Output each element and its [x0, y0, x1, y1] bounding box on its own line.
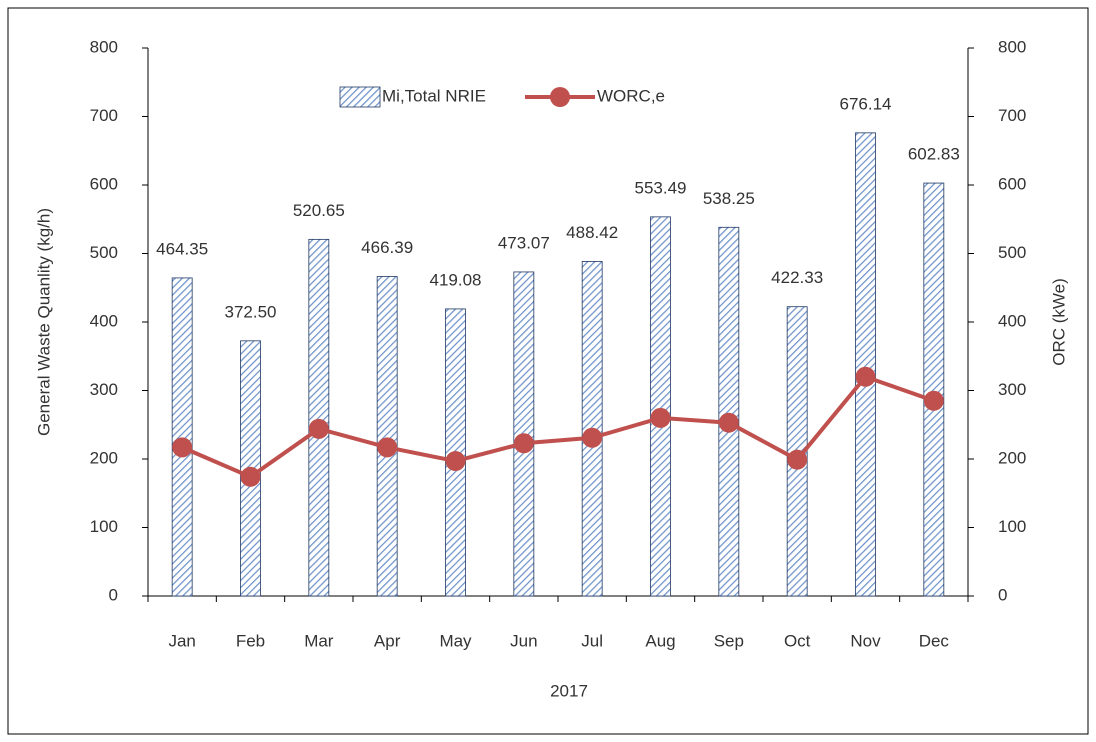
line-marker [445, 451, 466, 472]
bar [718, 226, 740, 597]
x-tick-label: Nov [850, 631, 881, 650]
bar [308, 238, 330, 597]
data-label: 602.83 [908, 145, 960, 164]
data-label: 553.49 [635, 178, 687, 197]
y2-tick-label: 500 [998, 243, 1026, 262]
legend-label: WORC,e [597, 86, 665, 105]
legend-label: Mi,Total NRIE [382, 86, 486, 105]
y-tick-label: 500 [90, 243, 118, 262]
x-axis-label: 2017 [550, 681, 588, 700]
line-marker [582, 427, 603, 448]
line-marker [240, 466, 261, 487]
legend-swatch-marker [550, 87, 570, 107]
y-tick-label: 700 [90, 106, 118, 125]
data-label: 676.14 [840, 94, 892, 113]
data-label: 473.07 [498, 233, 550, 252]
data-label: 488.42 [566, 223, 618, 242]
bar [650, 216, 671, 597]
data-label: 372.50 [225, 302, 277, 321]
y2-tick-label: 700 [998, 106, 1026, 125]
bar [171, 277, 193, 597]
line-marker [377, 437, 398, 458]
line-marker [923, 390, 944, 411]
bar [855, 132, 876, 597]
y2-tick-label: 200 [998, 448, 1026, 467]
y-tick-label: 0 [109, 585, 118, 604]
x-tick-label: Jun [510, 631, 537, 650]
x-tick-label: Sep [714, 631, 744, 650]
bar [923, 182, 945, 597]
legend-swatch [339, 86, 381, 108]
line-marker [787, 449, 808, 470]
y-tick-label: 200 [90, 448, 118, 467]
line-marker [650, 407, 671, 428]
y-tick-label: 600 [90, 174, 118, 193]
x-tick-label: Jul [581, 631, 603, 650]
y-tick-label: 400 [90, 311, 118, 330]
y2-tick-label: 800 [998, 37, 1026, 56]
data-label: 422.33 [771, 268, 823, 287]
x-tick-label: Aug [645, 631, 675, 650]
y-tick-label: 300 [90, 380, 118, 399]
data-label: 466.39 [361, 238, 413, 257]
x-tick-label: Jan [168, 631, 195, 650]
y2-tick-label: 600 [998, 174, 1026, 193]
y2-axis-label: ORC (kWe) [1049, 278, 1068, 366]
x-tick-label: Oct [784, 631, 811, 650]
data-label: 520.65 [293, 201, 345, 220]
y2-tick-label: 300 [998, 380, 1026, 399]
x-tick-label: Feb [236, 631, 265, 650]
y2-tick-label: 0 [998, 585, 1007, 604]
y2-tick-label: 100 [998, 517, 1026, 536]
line-marker [308, 418, 329, 439]
y-tick-label: 100 [90, 517, 118, 536]
x-tick-label: Dec [919, 631, 950, 650]
line-marker [718, 412, 739, 433]
line-marker [855, 366, 876, 387]
x-tick-label: Mar [304, 631, 334, 650]
line-marker [172, 437, 193, 458]
bar [376, 276, 398, 597]
x-tick-label: Apr [374, 631, 401, 650]
data-label: 419.08 [430, 270, 482, 289]
y-axis-label: General Waste Quanlity (kg/h) [34, 208, 53, 436]
x-tick-label: May [439, 631, 472, 650]
data-label: 538.25 [703, 189, 755, 208]
data-label: 464.35 [156, 239, 208, 258]
chart-border [7, 7, 1089, 735]
y-tick-label: 800 [90, 37, 118, 56]
line [181, 374, 935, 480]
y2-tick-label: 400 [998, 311, 1026, 330]
line-marker [513, 433, 534, 454]
